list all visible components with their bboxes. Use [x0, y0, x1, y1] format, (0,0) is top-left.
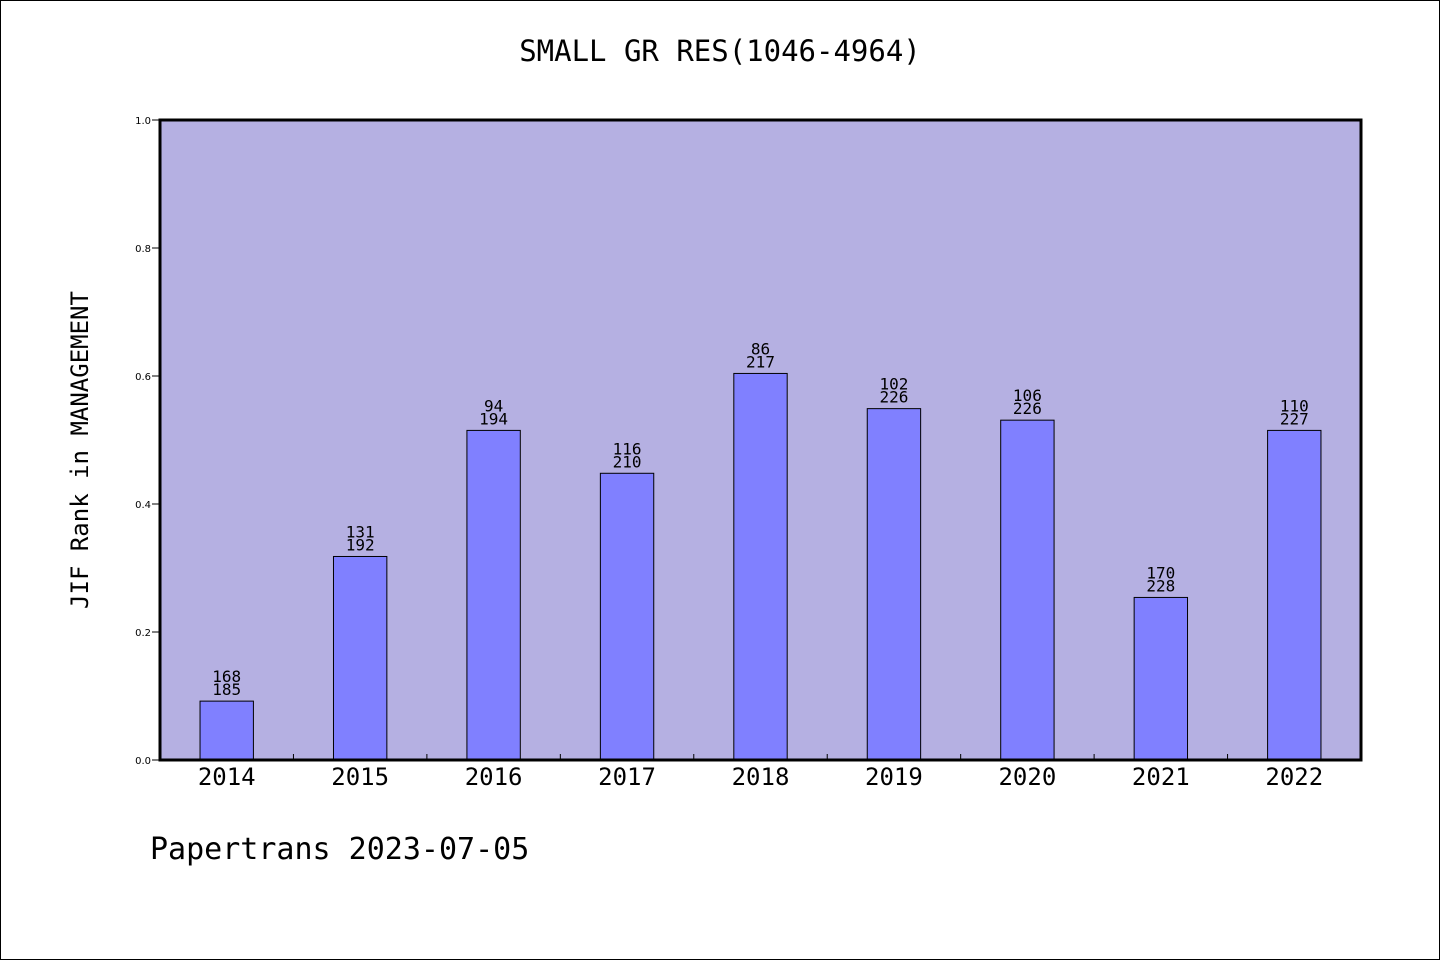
bar-total-label: 210 [613, 452, 642, 471]
bar-total-label: 192 [346, 535, 375, 554]
chart-title: SMALL GR RES(1046-4964) [519, 34, 921, 68]
bar-total-label: 226 [1013, 399, 1042, 418]
x-tick-label: 2016 [465, 763, 523, 791]
x-tick-label: 2018 [732, 763, 790, 791]
bar-rank-label: 110 [1280, 396, 1309, 415]
x-tick-label: 2017 [598, 763, 656, 791]
x-tick-label: 2021 [1132, 763, 1190, 791]
bar-rank-label: 131 [346, 522, 375, 541]
bar-total-label: 227 [1280, 409, 1309, 428]
bar-total-label: 217 [746, 352, 775, 371]
bar-rank-label: 116 [613, 439, 642, 458]
x-tick-label: 2019 [865, 763, 923, 791]
plot-border [158, 118, 1363, 762]
bar-rank-label: 170 [1146, 563, 1175, 582]
bar-rank-label: 94 [484, 396, 503, 415]
y-tick-label: 1.0 [135, 116, 151, 127]
footer-credit: Papertrans 2023-07-05 [150, 832, 530, 867]
bar-rank-label: 102 [879, 375, 908, 394]
y-tick-label: 0.2 [135, 628, 151, 639]
bar-total-label: 226 [879, 388, 908, 407]
bar-2016 [466, 429, 521, 761]
bar-2021 [1133, 596, 1189, 761]
x-tick-label: 2015 [331, 763, 389, 791]
y-tick-label: 0.6 [135, 372, 151, 383]
x-tick-label: 2022 [1265, 763, 1323, 791]
x-tick-label: 2020 [998, 763, 1056, 791]
bar-2020 [1000, 419, 1055, 761]
bar-2017 [599, 472, 655, 761]
y-tick-label: 0.0 [135, 756, 151, 767]
bar-total-label: 185 [212, 680, 241, 699]
bar-2022 [1267, 429, 1322, 761]
bar-2014 [199, 700, 254, 761]
bar-total-label: 228 [1146, 576, 1175, 595]
bar-rank-label: 168 [212, 667, 241, 686]
bar-rank-label: 86 [751, 339, 770, 358]
x-tick-label: 2014 [198, 763, 256, 791]
bar-2019 [866, 408, 922, 761]
y-tick-label: 0.4 [135, 500, 151, 511]
bar-2015 [332, 555, 388, 761]
bar-2018 [733, 372, 788, 761]
y-tick-label: 0.8 [135, 244, 151, 255]
bar-rank-label: 106 [1013, 386, 1042, 405]
bar-total-label: 194 [479, 409, 508, 428]
